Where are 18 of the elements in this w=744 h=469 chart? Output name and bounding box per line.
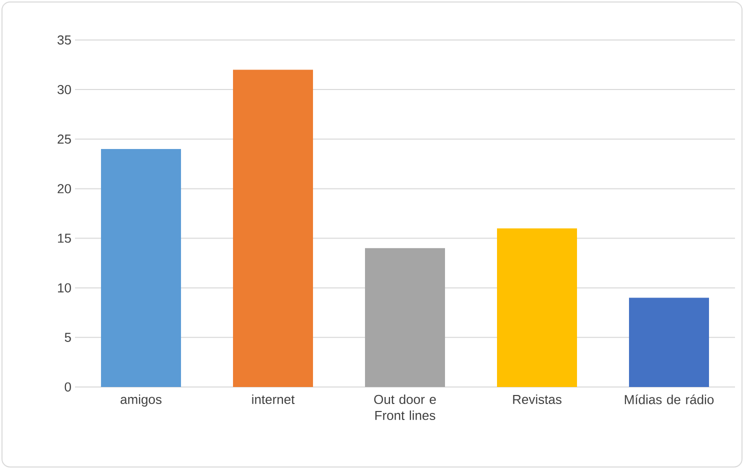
y-tick-label: 25 — [58, 134, 71, 144]
bar — [233, 70, 314, 387]
y-tick-label: 30 — [58, 84, 71, 94]
bar — [629, 298, 709, 387]
y-tick-label: 20 — [58, 184, 71, 194]
y-tick-label: 35 — [58, 35, 71, 45]
y-tick-label: 0 — [64, 382, 71, 392]
x-tick-label: Revistas — [513, 394, 562, 404]
y-tick-label: 5 — [64, 332, 71, 342]
bar — [497, 228, 578, 387]
x-tick-label: amigos — [120, 394, 162, 407]
x-tick-label: Out door e Front lines — [374, 394, 436, 420]
y-tick-label: 10 — [58, 283, 71, 292]
y-tick-label: 15 — [58, 234, 71, 243]
bar — [365, 248, 446, 387]
x-tick-label: Mídias de rádio — [624, 394, 714, 404]
bar — [101, 149, 182, 387]
x-tick-label: internet — [252, 394, 295, 404]
